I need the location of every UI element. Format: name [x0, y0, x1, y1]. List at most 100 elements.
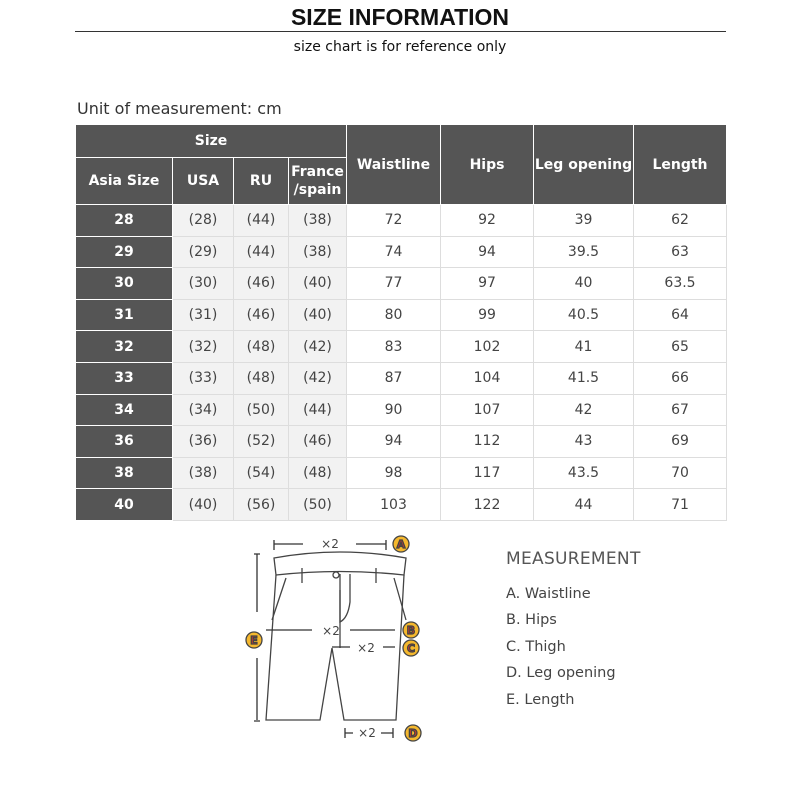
multiplier-label: ×2	[322, 624, 340, 638]
col-header: Leg opening	[533, 124, 634, 205]
subtitle: size chart is for reference only	[293, 39, 507, 55]
table-cell: (33)	[172, 361, 234, 395]
table-cell: 122	[440, 488, 534, 521]
legend-item: C. Thigh	[506, 639, 566, 655]
table-row: 33 (33) (48) (42) 87 104 41.5 66	[75, 361, 727, 395]
table-cell: (56)	[233, 488, 289, 521]
table-cell: 40.5	[533, 298, 634, 332]
table-cell: 103	[346, 488, 441, 521]
table-cell: 41.5	[533, 361, 634, 395]
table-row: 28 (28) (44) (38) 72 92 39 62	[75, 204, 727, 237]
table-cell: 63	[633, 235, 727, 269]
legend-item: D. Leg opening	[506, 665, 616, 681]
table-cell: 39.5	[533, 235, 634, 269]
marker-label: C	[407, 642, 415, 655]
table-cell: 65	[633, 330, 727, 363]
table-cell: (32)	[172, 330, 234, 363]
table-cell: (50)	[288, 488, 347, 521]
table-cell: 70	[633, 456, 727, 490]
table-cell: 43	[533, 425, 634, 458]
table-row: 29 (29) (44) (38) 74 94 39.5 63	[75, 235, 727, 269]
table-cell: 63.5	[633, 267, 727, 300]
table-cell: 31	[75, 298, 173, 332]
table-cell: (42)	[288, 330, 347, 363]
col-header: RU	[233, 157, 289, 205]
table-cell: 40	[75, 488, 173, 521]
table-cell: 38	[75, 456, 173, 490]
table-cell: 99	[440, 298, 534, 332]
table-cell: 90	[346, 393, 441, 427]
table-cell: (38)	[288, 235, 347, 269]
table-cell: 77	[346, 267, 441, 300]
table-cell: 74	[346, 235, 441, 269]
table-cell: 29	[75, 235, 173, 269]
multiplier-label: ×2	[358, 726, 376, 740]
legend-item: B. Hips	[506, 612, 557, 628]
table-cell: (31)	[172, 298, 234, 332]
table-cell: (40)	[172, 488, 234, 521]
table-cell: (30)	[172, 267, 234, 300]
table-cell: (42)	[288, 361, 347, 395]
table-cell: (46)	[233, 298, 289, 332]
table-cell: 32	[75, 330, 173, 363]
table-cell: 64	[633, 298, 727, 332]
table-cell: 34	[75, 393, 173, 427]
table-cell: 33	[75, 361, 173, 395]
table-row: 40 (40) (56) (50) 103 122 44 71	[75, 488, 727, 521]
legend-title: MEASUREMENT	[506, 549, 641, 569]
table-cell: 36	[75, 425, 173, 458]
multiplier-label: ×2	[357, 641, 375, 655]
col-header: France /spain	[288, 157, 347, 205]
marker-badge-c	[402, 639, 420, 657]
table-cell: (44)	[288, 393, 347, 427]
size-table: Size Waistline Hips Leg opening Length A…	[75, 124, 727, 521]
table-cell: 44	[533, 488, 634, 521]
title-divider	[75, 31, 726, 32]
col-header: Waistline	[346, 124, 441, 205]
page-title: SIZE INFORMATION	[290, 4, 510, 30]
table-cell: (38)	[288, 204, 347, 237]
table-cell: (38)	[172, 456, 234, 490]
marker-label: E	[250, 634, 258, 647]
table-cell: 94	[440, 235, 534, 269]
table-row: 36 (36) (52) (46) 94 112 43 69	[75, 425, 727, 458]
table-cell: 102	[440, 330, 534, 363]
table-row: 30 (30) (46) (40) 77 97 40 63.5	[75, 267, 727, 300]
marker-badge-d	[404, 724, 422, 742]
legend-item: A. Waistline	[506, 586, 591, 602]
table-cell: (46)	[288, 425, 347, 458]
table-cell: 97	[440, 267, 534, 300]
table-cell: 71	[633, 488, 727, 521]
table-cell: (40)	[288, 267, 347, 300]
table-cell: (44)	[233, 235, 289, 269]
table-cell: (46)	[233, 267, 289, 300]
table-cell: 39	[533, 204, 634, 237]
table-cell: (48)	[233, 330, 289, 363]
table-cell: 43.5	[533, 456, 634, 490]
table-cell: 30	[75, 267, 173, 300]
legend-item: E. Length	[506, 692, 575, 708]
shorts-outline-icon	[265, 551, 407, 721]
table-cell: (44)	[233, 204, 289, 237]
table-cell: (40)	[288, 298, 347, 332]
table-cell: 62	[633, 204, 727, 237]
col-header: Asia Size	[75, 157, 173, 205]
table-cell: (29)	[172, 235, 234, 269]
table-cell: 92	[440, 204, 534, 237]
table-cell: 107	[440, 393, 534, 427]
table-cell: 94	[346, 425, 441, 458]
marker-label: D	[408, 727, 417, 740]
table-cell: (28)	[172, 204, 234, 237]
table-cell: 87	[346, 361, 441, 395]
table-cell: 40	[533, 267, 634, 300]
marker-badge-a	[392, 535, 410, 553]
multiplier-label: ×2	[321, 537, 339, 551]
table-cell: 69	[633, 425, 727, 458]
table-row: 38 (38) (54) (48) 98 117 43.5 70	[75, 456, 727, 490]
col-header: Hips	[440, 124, 534, 205]
table-cell: 41	[533, 330, 634, 363]
table-cell: (52)	[233, 425, 289, 458]
table-cell: (34)	[172, 393, 234, 427]
marker-label: B	[407, 624, 415, 637]
table-row: 32 (32) (48) (42) 83 102 41 65	[75, 330, 727, 363]
